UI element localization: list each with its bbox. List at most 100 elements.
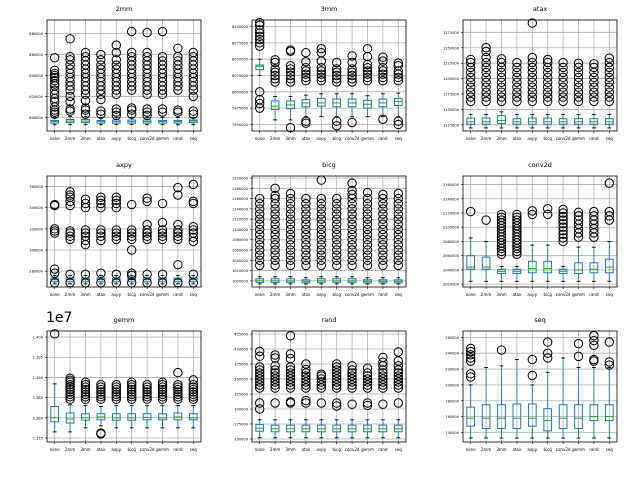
outlier-point <box>188 109 199 119</box>
outlier-point <box>481 77 491 87</box>
box-iqr <box>81 413 90 421</box>
outlier-point <box>80 387 91 397</box>
outlier-point <box>285 64 296 74</box>
outlier-point <box>157 379 168 390</box>
outlier-point <box>173 182 183 193</box>
outlier-point <box>142 392 152 402</box>
outlier-point <box>80 51 91 62</box>
outlier-point <box>285 219 296 230</box>
outlier-point <box>332 380 342 390</box>
outlier-point <box>393 61 403 71</box>
box-gemm <box>362 363 373 439</box>
outlier-point <box>393 240 403 250</box>
x-tick-label: 2mm <box>65 447 75 452</box>
outlier-point <box>188 196 199 207</box>
outlier-point <box>589 87 599 97</box>
outlier-point <box>512 82 522 92</box>
outlier-point <box>393 250 403 260</box>
outlier-point <box>378 368 388 378</box>
outlier-point <box>466 96 476 107</box>
outlier-point <box>347 214 357 224</box>
x-tick-label: axpy <box>111 292 121 297</box>
outlier-point <box>362 224 373 235</box>
box-iqr <box>111 413 121 421</box>
outlier-point <box>96 198 106 209</box>
outlier-point <box>496 54 507 64</box>
box-atax <box>301 193 311 285</box>
x-tick-label: seq <box>395 447 403 452</box>
outlier-point <box>285 331 296 341</box>
outlier-point <box>301 364 311 375</box>
box-iqr <box>543 117 553 125</box>
outlier-point <box>285 199 296 209</box>
outlier-point <box>142 234 152 245</box>
box-iqr <box>50 405 60 423</box>
outlier-point <box>573 92 584 102</box>
x-tick-label: gemm <box>156 447 169 452</box>
outlier-point <box>362 193 373 204</box>
outlier-point <box>188 232 199 243</box>
outlier-point <box>316 235 326 245</box>
outlier-point <box>316 224 326 235</box>
outlier-point <box>393 66 403 76</box>
y-tick-label: 275000 <box>234 423 248 427</box>
x-tick-label: axpy <box>527 447 537 452</box>
x-tick-label: 2mm <box>481 292 491 297</box>
outlier-point <box>481 57 491 68</box>
outlier-point <box>157 389 168 400</box>
outlier-point <box>393 58 403 68</box>
x-tick-label: rand <box>173 292 183 297</box>
outlier-point <box>301 57 311 67</box>
outlier-point <box>558 233 568 243</box>
y-tick-label: 1160000 <box>232 197 249 201</box>
axes-frame <box>46 175 202 288</box>
outlier-point <box>378 62 388 73</box>
outlier-point <box>188 51 199 62</box>
x-tick-label: bicg <box>333 447 342 452</box>
outlier-point <box>332 219 342 230</box>
y-tick-label: 300000 <box>29 249 43 253</box>
outlier-point <box>604 337 614 347</box>
outlier-point <box>50 264 60 274</box>
outlier-point <box>316 240 326 250</box>
outlier-point <box>558 96 568 107</box>
outlier-point <box>111 228 122 238</box>
box-seq <box>393 188 403 285</box>
outlier-point <box>96 225 106 235</box>
outlier-point <box>127 389 137 400</box>
outlier-point <box>573 87 584 97</box>
outlier-point <box>527 82 537 92</box>
outlier-point <box>332 64 342 74</box>
outlier-point <box>512 67 522 78</box>
outlier-point <box>347 399 357 409</box>
outlier-point <box>127 268 137 278</box>
outlier-point <box>65 34 75 44</box>
box-2mm <box>481 367 491 439</box>
outlier-point <box>285 74 296 84</box>
outlier-point <box>604 62 614 73</box>
x-tick-label: 3mm <box>80 447 90 452</box>
outlier-point <box>80 194 91 204</box>
outlier-point <box>481 52 491 63</box>
outlier-point <box>65 55 75 65</box>
outlier-point <box>80 269 91 280</box>
outlier-point <box>496 72 507 83</box>
outlier-point <box>589 340 599 350</box>
outlier-point <box>127 382 137 392</box>
outlier-point <box>558 87 568 97</box>
outlier-point <box>65 392 75 402</box>
box-atax <box>512 57 522 129</box>
box-axpy <box>527 18 537 129</box>
y-tick-label: 2080000 <box>443 240 460 244</box>
outlier-point <box>573 77 584 87</box>
x-tick-label: gemm <box>361 136 374 141</box>
outlier-point <box>604 92 614 102</box>
outlier-point <box>604 77 614 87</box>
outlier-point <box>496 345 507 355</box>
outlier-point <box>111 387 122 397</box>
outlier-point <box>378 114 388 124</box>
outlier-point <box>362 371 373 381</box>
outlier-point <box>393 229 403 240</box>
outlier-point <box>142 47 152 58</box>
outlier-point <box>378 371 388 381</box>
